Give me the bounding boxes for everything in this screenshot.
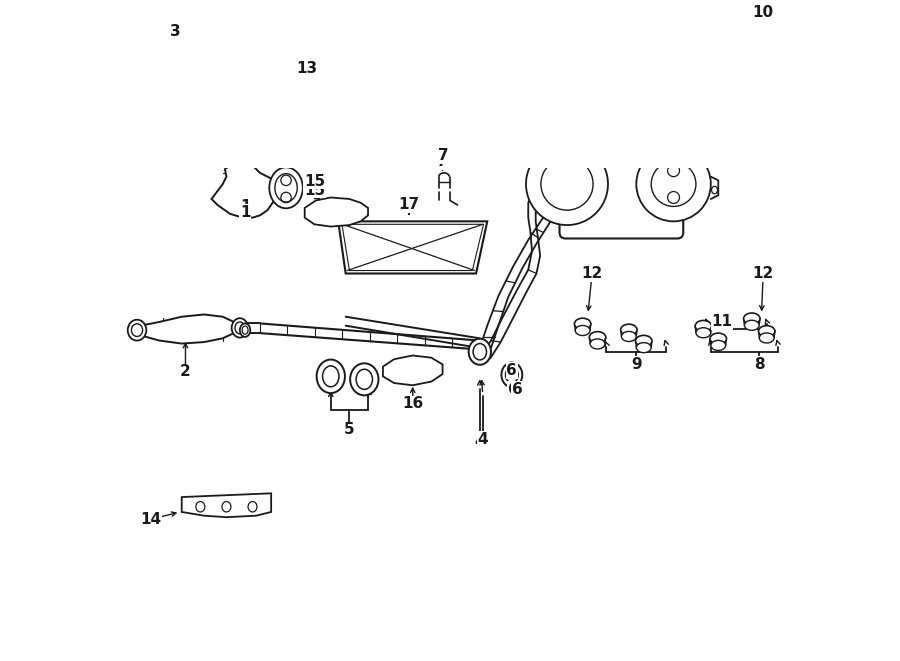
Text: 3: 3: [170, 24, 181, 39]
Circle shape: [526, 143, 608, 225]
Ellipse shape: [710, 333, 726, 344]
Polygon shape: [382, 356, 443, 385]
Text: 13: 13: [296, 63, 318, 78]
Text: 9: 9: [631, 357, 642, 372]
Text: 2: 2: [180, 364, 191, 379]
Ellipse shape: [469, 338, 491, 365]
Text: 5: 5: [344, 422, 355, 438]
Ellipse shape: [695, 321, 712, 332]
Text: 6: 6: [512, 381, 522, 397]
Text: 11: 11: [712, 315, 733, 329]
Ellipse shape: [621, 324, 637, 335]
Ellipse shape: [760, 333, 774, 343]
Ellipse shape: [696, 328, 711, 338]
Text: 12: 12: [752, 266, 774, 281]
Polygon shape: [271, 95, 342, 121]
Ellipse shape: [590, 332, 606, 343]
Text: 12: 12: [581, 266, 602, 281]
Text: 17: 17: [399, 198, 419, 212]
Ellipse shape: [128, 320, 147, 340]
Text: 1: 1: [239, 199, 250, 214]
Text: 10: 10: [752, 5, 773, 20]
Ellipse shape: [743, 313, 760, 324]
Polygon shape: [212, 163, 279, 217]
Ellipse shape: [350, 364, 379, 395]
Text: 15: 15: [304, 174, 325, 188]
Ellipse shape: [636, 342, 651, 353]
Ellipse shape: [759, 326, 775, 337]
Text: 7: 7: [438, 148, 448, 163]
Text: 7: 7: [437, 154, 448, 169]
Ellipse shape: [635, 335, 652, 346]
Text: 4: 4: [478, 432, 488, 447]
Text: 6: 6: [507, 363, 517, 378]
Ellipse shape: [575, 325, 590, 336]
Ellipse shape: [231, 318, 248, 338]
Text: 1: 1: [239, 205, 250, 220]
Ellipse shape: [240, 323, 250, 337]
Ellipse shape: [590, 339, 605, 349]
Ellipse shape: [744, 321, 760, 330]
Text: 8: 8: [754, 357, 765, 372]
Polygon shape: [305, 198, 368, 227]
Polygon shape: [182, 493, 271, 517]
Ellipse shape: [622, 331, 636, 342]
Ellipse shape: [317, 360, 345, 393]
FancyBboxPatch shape: [560, 130, 683, 239]
Ellipse shape: [574, 318, 590, 329]
Text: 13: 13: [296, 61, 318, 76]
Ellipse shape: [269, 167, 302, 208]
Text: 15: 15: [304, 182, 325, 198]
Text: 6: 6: [508, 381, 518, 397]
Text: 16: 16: [402, 397, 423, 411]
Text: 14: 14: [140, 512, 161, 527]
Ellipse shape: [501, 362, 522, 387]
Polygon shape: [133, 315, 238, 344]
Polygon shape: [738, 42, 750, 72]
Text: 4: 4: [474, 434, 485, 449]
Ellipse shape: [711, 340, 725, 350]
Circle shape: [636, 147, 711, 221]
